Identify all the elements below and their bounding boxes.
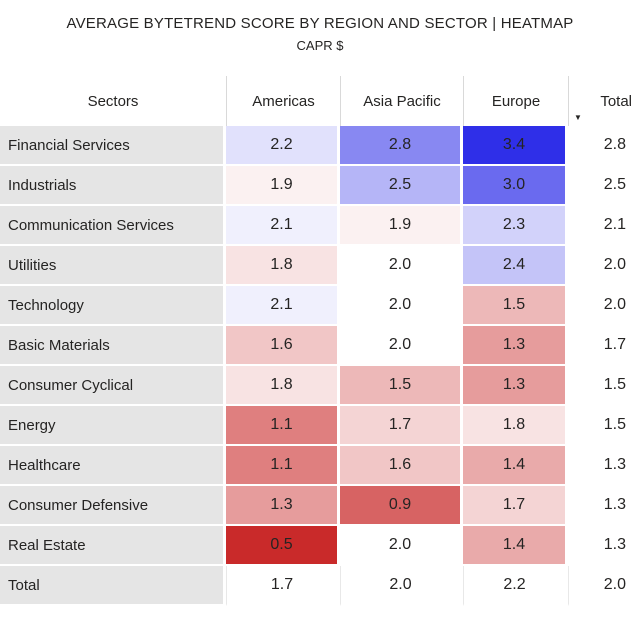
heatmap-cell[interactable]: 2.5	[340, 166, 463, 206]
chart-subtitle: CAPR $	[296, 38, 344, 53]
heatmap-row: Basic Materials 1.6 2.0 1.3 1.7	[0, 326, 640, 366]
sector-label[interactable]: Energy	[0, 406, 226, 446]
heatmap-cell[interactable]: 2.0	[340, 286, 463, 326]
heatmap-row: Utilities 1.8 2.0 2.4 2.0	[0, 246, 640, 286]
row-total-cell[interactable]: 2.8	[568, 126, 640, 166]
heatmap-cell[interactable]: 1.8	[463, 406, 568, 446]
sector-label[interactable]: Basic Materials	[0, 326, 226, 366]
heatmap-cell[interactable]: 1.4	[463, 526, 568, 566]
heatmap-cell[interactable]: 2.2	[226, 126, 340, 166]
heatmap-cell[interactable]: 2.0	[340, 246, 463, 286]
heatmap-cell[interactable]: 2.1	[226, 286, 340, 326]
heatmap-cell[interactable]: 1.8	[226, 366, 340, 406]
column-header-asia-pacific[interactable]: Asia Pacific	[340, 76, 463, 126]
grand-total-cell[interactable]: 2.0	[568, 566, 640, 606]
heatmap-cell[interactable]: 1.8	[226, 246, 340, 286]
heatmap-cell[interactable]: 2.0	[340, 326, 463, 366]
column-header-americas[interactable]: Americas	[226, 76, 340, 126]
heatmap-cell[interactable]: 1.9	[340, 206, 463, 246]
chart-title: AVERAGE BYTETREND SCORE BY REGION AND SE…	[66, 15, 574, 32]
heatmap-cell[interactable]: 1.1	[226, 446, 340, 486]
heatmap-row: Healthcare 1.1 1.6 1.4 1.3	[0, 446, 640, 486]
sector-label[interactable]: Technology	[0, 286, 226, 326]
heatmap-cell[interactable]: 1.5	[340, 366, 463, 406]
column-header-total[interactable]: Total ▼	[568, 76, 640, 126]
sector-label[interactable]: Consumer Cyclical	[0, 366, 226, 406]
heatmap-cell[interactable]: 0.5	[226, 526, 340, 566]
heatmap-cell[interactable]: 2.3	[463, 206, 568, 246]
heatmap-cell[interactable]: 1.5	[463, 286, 568, 326]
sector-label[interactable]: Financial Services	[0, 126, 226, 166]
row-total-cell[interactable]: 1.5	[568, 366, 640, 406]
total-row-label[interactable]: Total	[0, 566, 226, 606]
sector-label[interactable]: Consumer Defensive	[0, 486, 226, 526]
heatmap-cell[interactable]: 3.0	[463, 166, 568, 206]
sort-descending-icon[interactable]: ▼	[574, 113, 582, 122]
row-total-cell[interactable]: 2.1	[568, 206, 640, 246]
column-total-cell[interactable]: 2.2	[463, 566, 568, 606]
heatmap-body: Financial Services 2.2 2.8 3.4 2.8 Industrial…	[0, 126, 640, 606]
heatmap-row: Consumer Defensive 1.3 0.9 1.7 1.3	[0, 486, 640, 526]
heatmap-cell[interactable]: 1.7	[463, 486, 568, 526]
heatmap-cell[interactable]: 1.4	[463, 446, 568, 486]
heatmap-row: Consumer Cyclical 1.8 1.5 1.3 1.5	[0, 366, 640, 406]
heatmap-row: Real Estate 0.5 2.0 1.4 1.3	[0, 526, 640, 566]
row-total-cell[interactable]: 1.7	[568, 326, 640, 366]
row-total-cell[interactable]: 1.3	[568, 486, 640, 526]
column-header-europe[interactable]: Europe	[463, 76, 568, 126]
row-total-cell[interactable]: 2.5	[568, 166, 640, 206]
column-total-cell[interactable]: 2.0	[340, 566, 463, 606]
heatmap-cell[interactable]: 2.8	[340, 126, 463, 166]
heatmap-cell[interactable]: 3.4	[463, 126, 568, 166]
heatmap-cell[interactable]: 0.9	[340, 486, 463, 526]
sector-label[interactable]: Industrials	[0, 166, 226, 206]
heatmap-table: Sectors Americas Asia Pacific Europe Tot…	[0, 76, 640, 606]
sector-label[interactable]: Real Estate	[0, 526, 226, 566]
row-total-cell[interactable]: 2.0	[568, 286, 640, 326]
heatmap-cell[interactable]: 2.4	[463, 246, 568, 286]
row-total-cell[interactable]: 1.5	[568, 406, 640, 446]
heatmap-cell[interactable]: 2.1	[226, 206, 340, 246]
column-total-cell[interactable]: 1.7	[226, 566, 340, 606]
heatmap-row: Financial Services 2.2 2.8 3.4 2.8	[0, 126, 640, 166]
heatmap-row: Industrials 1.9 2.5 3.0 2.5	[0, 166, 640, 206]
sector-label[interactable]: Utilities	[0, 246, 226, 286]
heatmap-cell[interactable]: 1.9	[226, 166, 340, 206]
row-total-cell[interactable]: 2.0	[568, 246, 640, 286]
column-header-sectors[interactable]: Sectors	[0, 76, 226, 126]
heatmap-row: Energy 1.1 1.7 1.8 1.5	[0, 406, 640, 446]
heatmap-cell[interactable]: 1.3	[463, 366, 568, 406]
heatmap-cell[interactable]: 2.0	[340, 526, 463, 566]
row-total-cell[interactable]: 1.3	[568, 526, 640, 566]
heatmap-cell[interactable]: 1.6	[226, 326, 340, 366]
heatmap-cell[interactable]: 1.1	[226, 406, 340, 446]
heatmap-row: Communication Services 2.1 1.9 2.3 2.1	[0, 206, 640, 246]
heatmap-row: Technology 2.1 2.0 1.5 2.0	[0, 286, 640, 326]
heatmap-cell[interactable]: 1.3	[226, 486, 340, 526]
column-header-total-label: Total	[600, 92, 632, 110]
heatmap-cell[interactable]: 1.6	[340, 446, 463, 486]
heatmap-cell[interactable]: 1.7	[340, 406, 463, 446]
sector-label[interactable]: Healthcare	[0, 446, 226, 486]
heatmap-cell[interactable]: 1.3	[463, 326, 568, 366]
header-row: Sectors Americas Asia Pacific Europe Tot…	[0, 76, 640, 126]
sector-label[interactable]: Communication Services	[0, 206, 226, 246]
row-total-cell[interactable]: 1.3	[568, 446, 640, 486]
total-row: Total 1.7 2.0 2.2 2.0	[0, 566, 640, 606]
